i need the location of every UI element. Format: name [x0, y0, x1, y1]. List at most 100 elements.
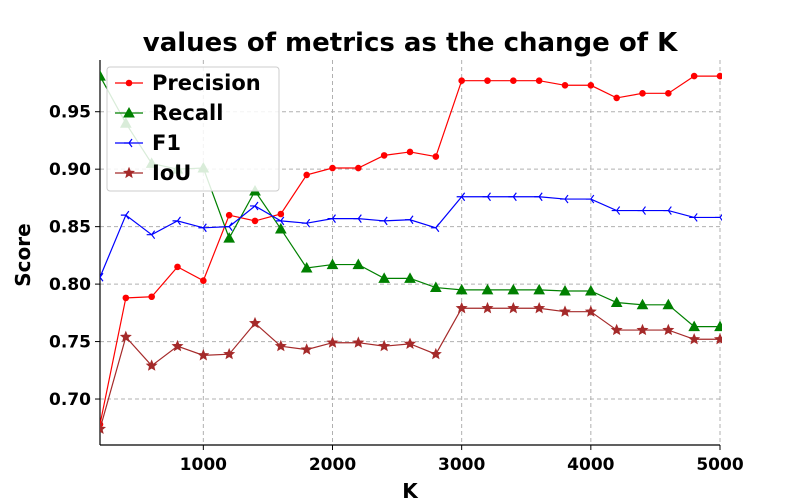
- f1-point: [405, 215, 414, 225]
- precision-point: [535, 77, 543, 84]
- x-tick-label: 4000: [567, 455, 614, 475]
- f1-point: [250, 201, 259, 211]
- f1-point: [120, 210, 130, 220]
- precision-point: [561, 81, 569, 89]
- precision-point: [432, 153, 440, 160]
- iou-point: [713, 332, 722, 345]
- iou-point: [636, 323, 649, 336]
- f1-point: [172, 216, 181, 226]
- recall-point: [610, 296, 623, 307]
- iou-point: [145, 359, 158, 371]
- f1-point: [482, 192, 491, 202]
- x-tick-label: 5000: [696, 455, 743, 475]
- legend-label-iou: IoU: [152, 161, 191, 185]
- precision-point: [200, 277, 207, 284]
- f1-point: [301, 218, 311, 228]
- iou-point: [197, 349, 210, 361]
- f1-point: [611, 206, 621, 215]
- precision-point: [380, 152, 388, 159]
- iou-point: [352, 336, 365, 348]
- f1-point: [585, 194, 595, 204]
- y-tick-label: 0.95: [49, 103, 91, 123]
- iou-point: [300, 343, 313, 355]
- recall-point: [100, 70, 106, 81]
- precision-point: [277, 210, 285, 218]
- iou-point: [429, 347, 442, 360]
- f1-point: [456, 192, 466, 202]
- f1-point: [663, 206, 672, 215]
- iou-point: [223, 347, 236, 360]
- iou-point: [403, 337, 417, 349]
- legend: Precision Recall F1 IoU: [106, 66, 280, 192]
- precision-point: [251, 217, 259, 225]
- iou-point: [533, 301, 546, 314]
- recall-point: [223, 232, 236, 243]
- iou-point: [662, 323, 675, 336]
- recall-point: [507, 283, 520, 295]
- legend-marker-f1: [124, 138, 133, 148]
- precision-point: [510, 77, 517, 84]
- precision-point: [639, 90, 646, 97]
- recall-point: [533, 283, 546, 295]
- iou-point: [558, 305, 572, 317]
- f1-point: [224, 222, 233, 232]
- precision-point: [225, 211, 233, 219]
- iou-point: [481, 301, 494, 314]
- iou-point: [274, 339, 287, 352]
- iou-point: [378, 339, 391, 352]
- f1-point: [534, 192, 543, 202]
- y-tick-label: 0.70: [49, 390, 91, 410]
- f1-point: [198, 223, 207, 233]
- y-tick-label: 0.85: [49, 218, 91, 238]
- recall-point: [274, 222, 287, 234]
- precision-point: [665, 90, 672, 97]
- x-tick-label: 3000: [438, 455, 485, 475]
- iou-point: [326, 336, 339, 348]
- recall-point: [481, 283, 494, 295]
- precision-point: [716, 72, 722, 80]
- legend-label-f1: F1: [152, 131, 181, 155]
- precision-point: [458, 77, 465, 84]
- iou-point: [610, 323, 623, 336]
- precision-point: [690, 72, 698, 80]
- recall-point: [662, 298, 675, 310]
- f1-line: [100, 196, 720, 278]
- iou-point: [171, 339, 184, 352]
- f1-point: [560, 194, 569, 204]
- x-tick-label: 1000: [180, 455, 227, 475]
- recall-point: [714, 320, 722, 332]
- axes: [95, 60, 721, 450]
- f1-point: [637, 206, 646, 215]
- iou-point: [100, 422, 106, 435]
- precision-point: [613, 94, 620, 102]
- f1-point: [100, 272, 104, 282]
- f1-point: [275, 216, 285, 226]
- legend-label-recall: Recall: [152, 101, 223, 125]
- x-tick-label: 2000: [309, 455, 356, 475]
- legend-marker-recall: [123, 106, 135, 118]
- recall-point: [326, 258, 339, 270]
- legend-marker-precision: [125, 79, 133, 87]
- y-tick-label: 0.80: [49, 275, 91, 295]
- recall-point: [455, 283, 468, 295]
- f1-point: [146, 230, 156, 240]
- recall-point: [378, 272, 391, 283]
- f1-point: [715, 213, 722, 222]
- y-tick-label: 0.90: [49, 160, 91, 180]
- iou-point: [455, 301, 468, 314]
- recall-point: [352, 258, 365, 270]
- precision-point: [303, 171, 310, 179]
- precision-point: [148, 293, 155, 301]
- y-axis-label: Score: [11, 223, 35, 286]
- precision-point: [587, 81, 595, 89]
- chart-title: values of metrics as the change of K: [143, 28, 678, 58]
- precision-point: [122, 294, 130, 302]
- recall-point: [404, 272, 416, 283]
- f1-point: [327, 214, 336, 223]
- f1-point: [430, 223, 440, 233]
- x-axis-label: K: [402, 479, 419, 500]
- f1-point: [508, 192, 517, 202]
- recall-point: [559, 284, 571, 296]
- iou-point: [507, 301, 520, 314]
